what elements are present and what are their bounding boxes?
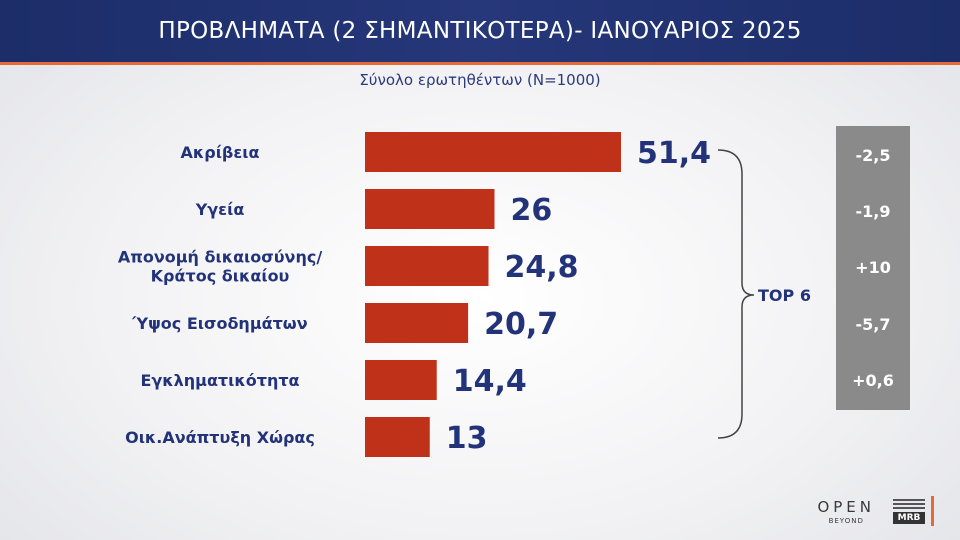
open-logo: OPEN BEYOND — [817, 498, 875, 525]
open-logo-text: OPEN — [817, 497, 875, 516]
value-label: 26 — [510, 193, 552, 228]
category-label: Οικ.Ανάπτυξη Χώρας — [125, 428, 315, 447]
value-label: 51,4 — [637, 136, 711, 171]
bracket-label: TOP 6 — [758, 286, 811, 305]
value-label: 20,7 — [484, 307, 558, 342]
category-label: Εγκληματικότητα — [140, 371, 299, 390]
change-value: +10 — [855, 258, 891, 277]
change-value: -5,7 — [855, 315, 891, 334]
change-value: +0,6 — [852, 371, 894, 390]
open-logo-subtext: BEYOND — [828, 516, 864, 525]
bar — [365, 417, 430, 457]
change-panel: -2,5 -1,9 +10 -5,7 +0,6 — [836, 126, 910, 410]
bar — [365, 303, 469, 343]
category-label: Ύψος Εισοδημάτων — [131, 314, 307, 333]
category-label: Υγεία — [195, 200, 245, 219]
chart-header: ΠΡΟΒΛΗΜΑΤΑ (2 ΣΗΜΑΝΤΙΚΟΤΕΡΑ)- ΙΑΝΟΥΑΡΙΟΣ… — [0, 0, 960, 62]
bar — [365, 189, 495, 229]
value-label: 14,4 — [453, 364, 527, 399]
chart-subtitle: Σύνολο ερωτηθέντων (N=1000) — [359, 71, 601, 89]
category-label: Απονομή δικαιοσύνης/Κράτος δικαίου — [118, 248, 323, 286]
mrb-logo: MRB — [893, 498, 925, 524]
bar — [365, 246, 489, 286]
header-accent-line — [0, 62, 960, 65]
bracket — [717, 149, 755, 439]
change-value: -2,5 — [855, 146, 891, 165]
change-value: -1,9 — [855, 202, 891, 221]
chart-title: ΠΡΟΒΛΗΜΑΤΑ (2 ΣΗΜΑΝΤΙΚΟΤΕΡΑ)- ΙΑΝΟΥΑΡΙΟΣ… — [158, 18, 802, 44]
mrb-logo-text: MRB — [893, 511, 925, 524]
bar — [365, 360, 437, 400]
mrb-logo-bars — [893, 498, 925, 510]
logo-divider — [931, 496, 934, 526]
category-label: Ακρίβεια — [180, 143, 259, 162]
value-label: 13 — [446, 421, 488, 456]
value-label: 24,8 — [505, 250, 579, 285]
logos: OPEN BEYOND MRB — [817, 496, 934, 526]
bar — [365, 132, 621, 172]
